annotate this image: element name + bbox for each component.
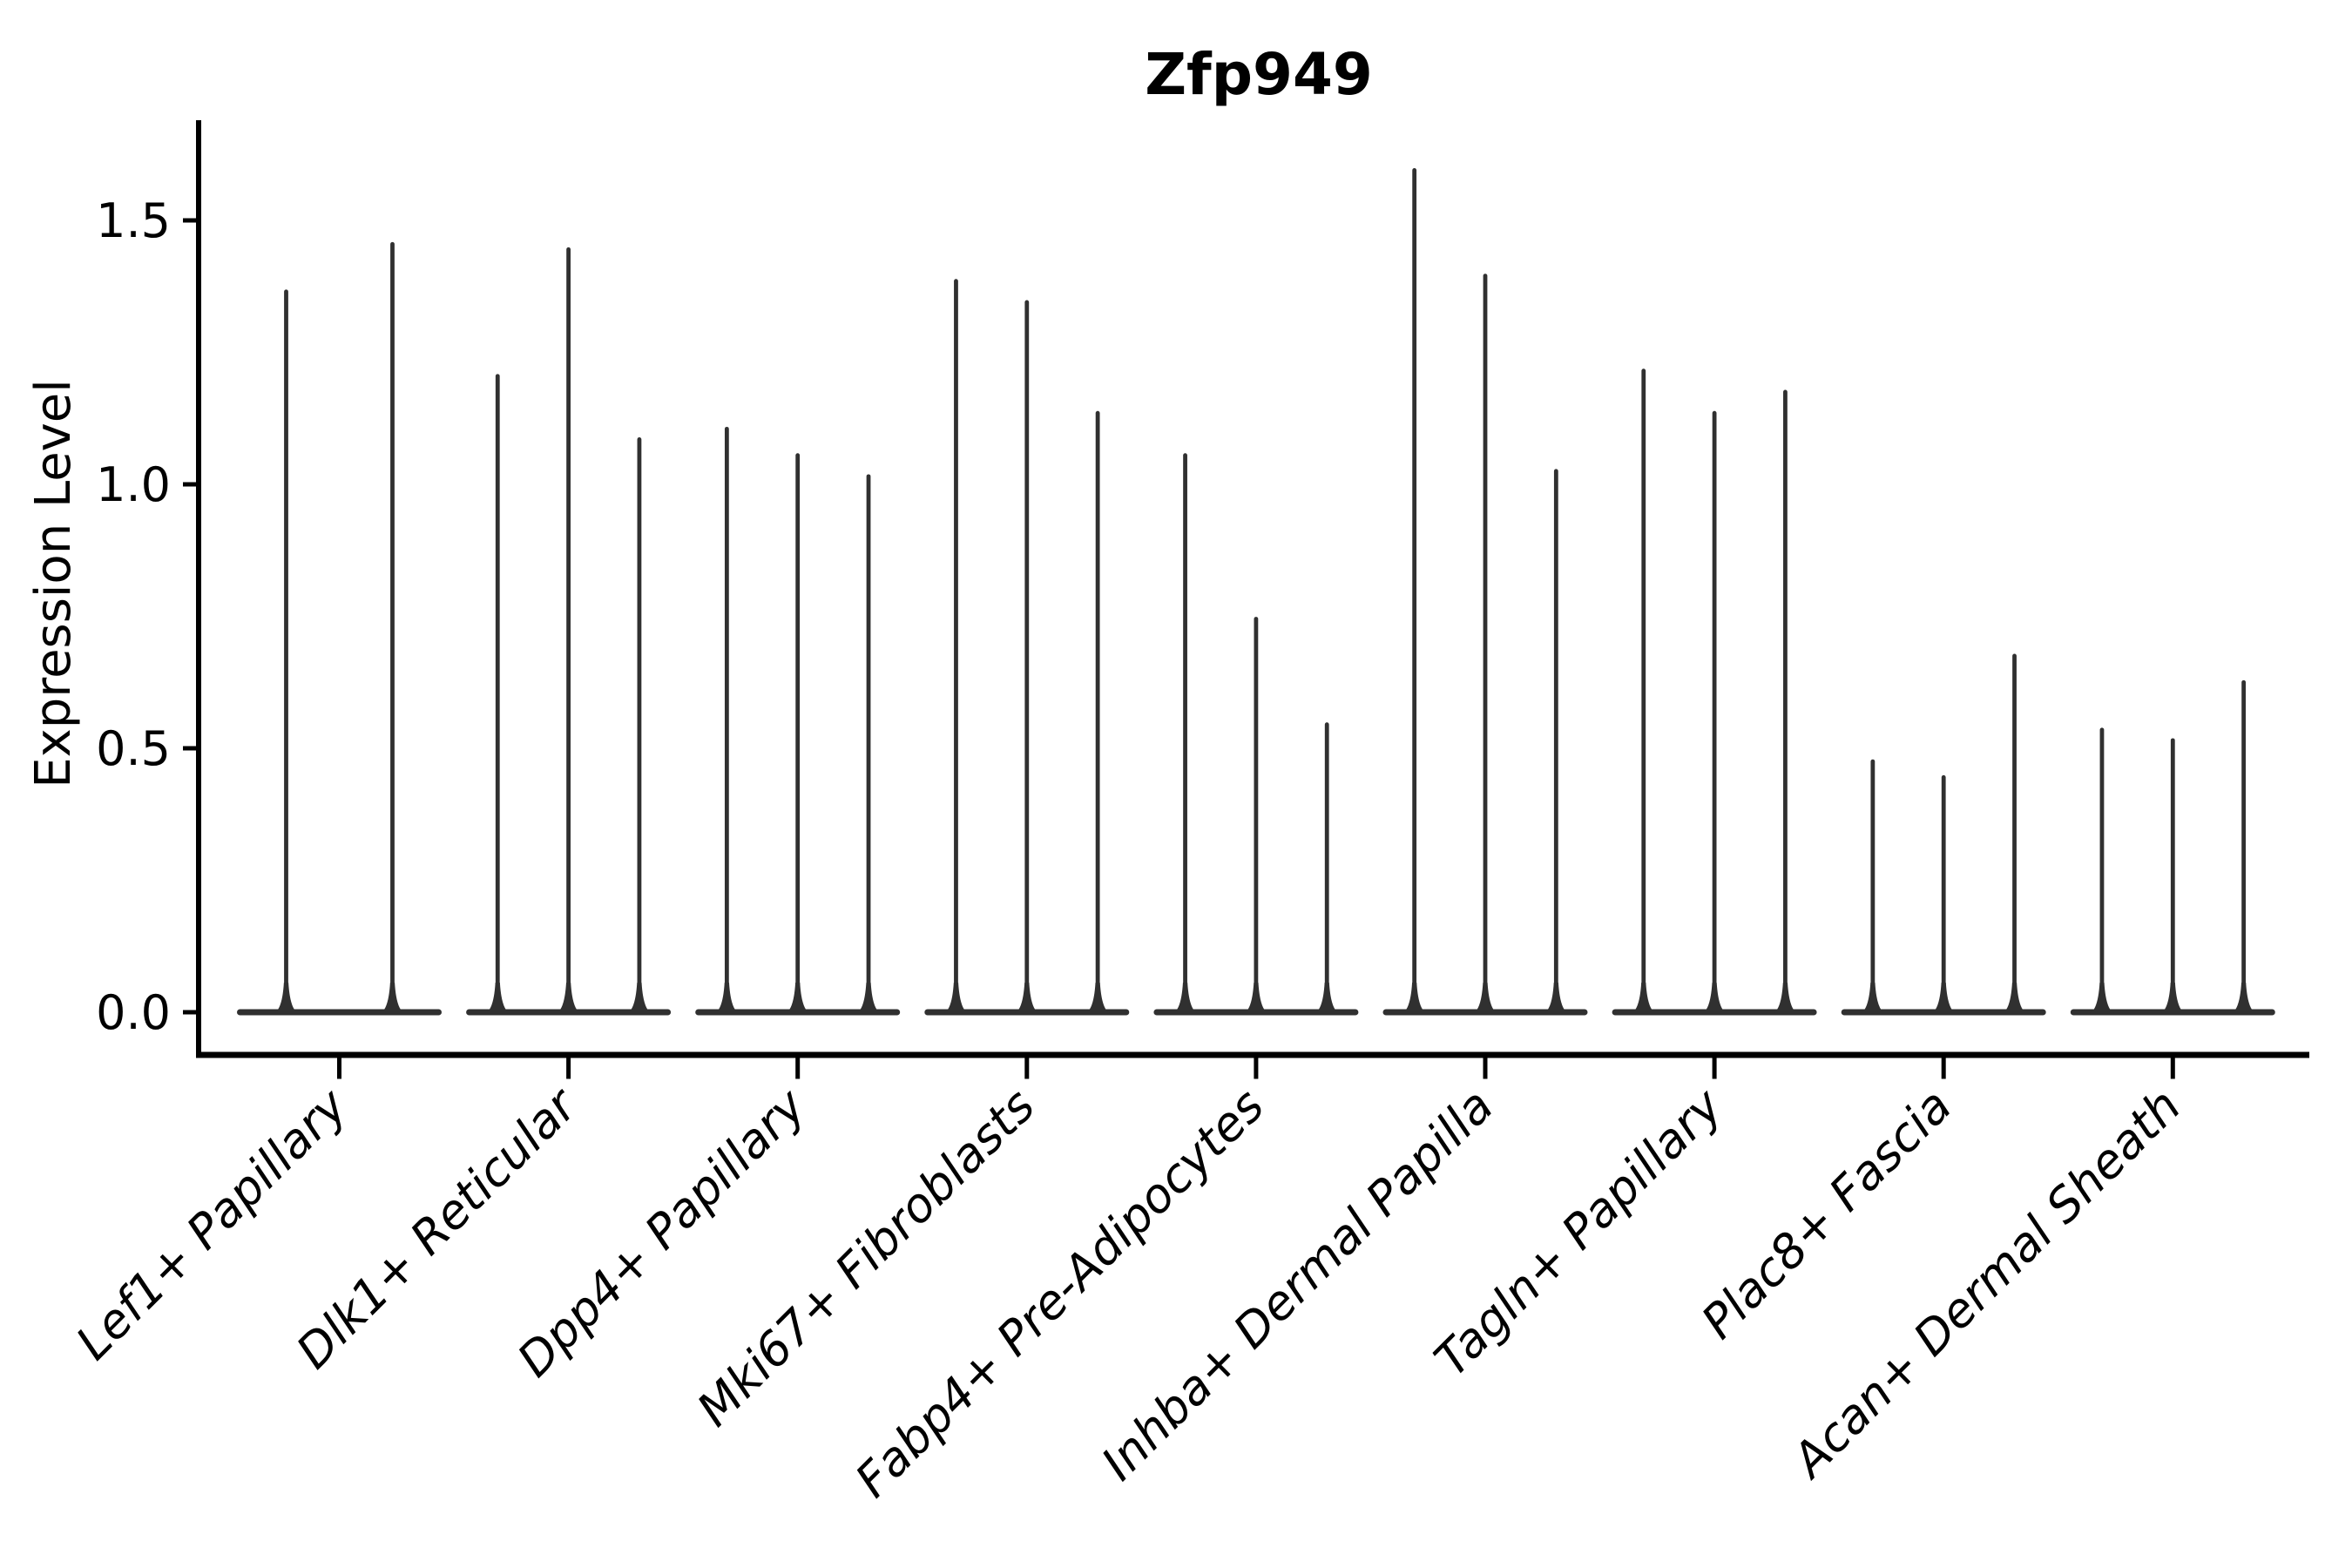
violin-group [237,241,442,1016]
violin-group [1841,653,2046,1016]
chart-title: Zfp949 [1145,41,1373,108]
violin-group [1612,368,1817,1016]
violin-group [2070,679,2275,1016]
y-tick-label: 0.5 [96,721,171,776]
violin-group [1153,453,1359,1016]
x-tick-label: Acan+ Dermal Sheath [1781,1078,2192,1490]
violin-group [924,279,1130,1016]
violin-group [695,426,901,1016]
x-tick-label: Inhba+ Dermal Papilla [1091,1078,1504,1491]
y-tick-label: 1.0 [96,457,171,512]
violins [237,167,2275,1016]
y-axis-label: Expression Level [25,379,82,788]
y-tick-label: 0.0 [96,985,171,1040]
y-tick-labels: 0.0 0.5 1.0 1.5 [96,193,171,1040]
x-tick-label: Fabp4+ Pre-Adipocytes [845,1078,1274,1508]
violin-group [466,247,672,1016]
y-tick-label: 1.5 [96,193,171,248]
axes [183,120,2309,1079]
violin-group [1382,167,1588,1016]
